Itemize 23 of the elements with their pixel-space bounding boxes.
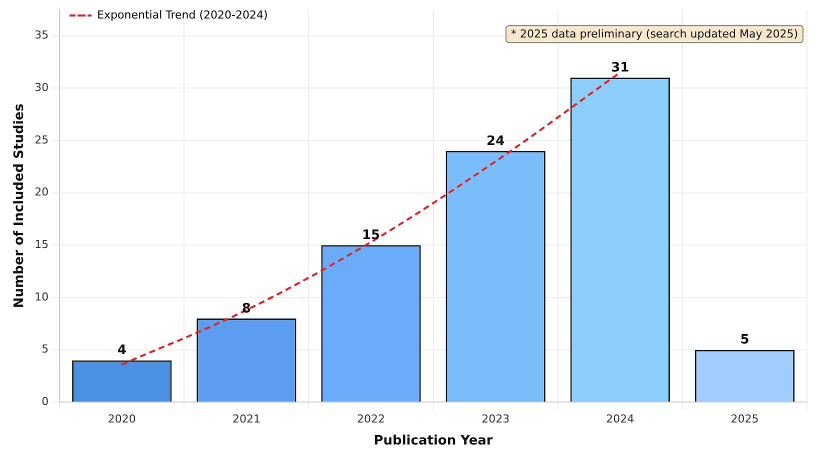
data-label: 24 [486, 134, 505, 149]
x-tick-label: 2020 [108, 412, 136, 426]
y-tick-label: 25 [34, 133, 49, 146]
legend-label: Exponential Trend (2020-2024) [97, 8, 268, 22]
annotation: * 2025 data preliminary (search updated May 2025) [510, 27, 798, 40]
y-tick-label: 15 [34, 238, 49, 252]
y-tick-label: 35 [34, 28, 49, 42]
y-axis-title: Number of Included Studies [12, 103, 28, 308]
x-tick-label: 2023 [482, 412, 510, 426]
x-tick-label: 2025 [730, 412, 759, 426]
y-tick-label: 30 [34, 80, 49, 94]
data-label: 15 [362, 228, 380, 244]
x-tick-label: 2022 [357, 412, 386, 426]
y-tick-label: 10 [34, 290, 49, 304]
data-label: 4 [117, 343, 126, 358]
data-label: 5 [740, 332, 750, 348]
data-label: 31 [611, 60, 630, 76]
x-axis-title: Publication Year [374, 434, 494, 449]
x-tick-label: 2024 [606, 412, 634, 426]
y-tick-label: 0 [42, 395, 49, 408]
y-tick-label: 5 [42, 342, 49, 356]
x-tick-label: 2021 [232, 412, 260, 426]
y-tick-label: 20 [34, 186, 49, 199]
